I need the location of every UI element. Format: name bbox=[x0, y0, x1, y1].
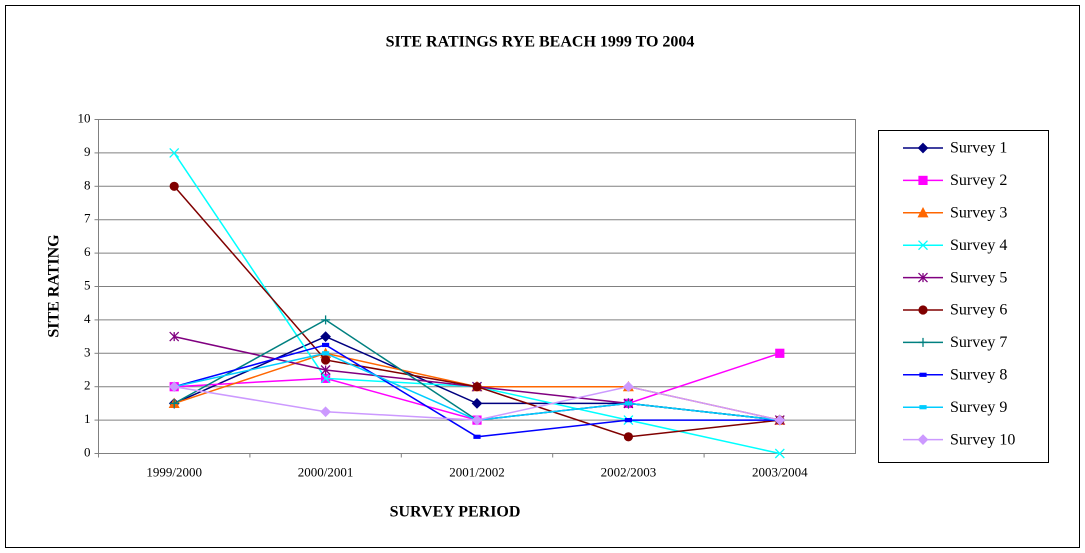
legend-label: Survey 3 bbox=[950, 204, 1007, 221]
legend-label: Survey 4 bbox=[950, 237, 1007, 254]
marker bbox=[774, 448, 785, 459]
x-tick-label: 1999/2000 bbox=[146, 464, 202, 479]
marker bbox=[774, 414, 786, 426]
marker bbox=[169, 398, 179, 408]
marker bbox=[623, 381, 634, 393]
marker bbox=[168, 381, 180, 393]
marker-part bbox=[919, 405, 927, 410]
marker-part bbox=[322, 351, 330, 356]
y-tick-label: 0 bbox=[84, 444, 91, 459]
marker-part bbox=[918, 240, 928, 251]
marker bbox=[169, 147, 180, 158]
marker bbox=[917, 142, 929, 154]
marker-part bbox=[320, 406, 331, 418]
legend-label: Survey 8 bbox=[950, 366, 1007, 383]
marker bbox=[919, 372, 927, 377]
marker bbox=[917, 207, 929, 218]
marker-part bbox=[471, 414, 483, 426]
marker-part bbox=[919, 372, 927, 377]
marker-part bbox=[774, 448, 785, 459]
marker-part bbox=[917, 434, 929, 445]
marker bbox=[918, 272, 928, 283]
marker bbox=[623, 432, 634, 442]
marker-part bbox=[322, 342, 330, 348]
marker-part bbox=[168, 381, 180, 393]
marker bbox=[169, 181, 179, 191]
marker bbox=[322, 351, 330, 356]
marker-part bbox=[472, 382, 482, 392]
marker bbox=[471, 414, 483, 426]
marker bbox=[918, 240, 928, 251]
marker bbox=[918, 305, 928, 315]
marker-part bbox=[624, 401, 633, 406]
y-tick-label: 7 bbox=[84, 211, 91, 226]
marker bbox=[624, 418, 633, 423]
y-tick-label: 8 bbox=[84, 177, 91, 192]
legend-label: Survey 2 bbox=[950, 172, 1007, 189]
marker-part bbox=[623, 381, 634, 393]
marker bbox=[775, 348, 785, 358]
marker-part bbox=[473, 434, 481, 439]
x-axis-label: SURVEY PERIOD bbox=[390, 504, 521, 521]
marker bbox=[320, 365, 331, 375]
legend-label: Survey 7 bbox=[950, 334, 1007, 351]
y-axis-label: SITE RATING bbox=[46, 234, 63, 338]
marker bbox=[321, 315, 331, 325]
marker-part bbox=[918, 175, 928, 185]
x-tick-label: 2000/2001 bbox=[298, 464, 354, 479]
y-tick-label: 9 bbox=[84, 144, 91, 159]
marker bbox=[320, 373, 331, 384]
marker-part bbox=[320, 331, 331, 342]
y-tick-label: 5 bbox=[84, 277, 91, 292]
marker-part bbox=[917, 207, 929, 218]
marker-part bbox=[320, 373, 331, 384]
marker bbox=[471, 398, 483, 409]
marker bbox=[918, 175, 928, 185]
marker-part bbox=[623, 432, 634, 442]
x-tick-label: 2001/2002 bbox=[449, 464, 505, 479]
legend-label: Survey 5 bbox=[950, 269, 1007, 286]
marker bbox=[320, 331, 331, 342]
y-tick-label: 3 bbox=[84, 344, 91, 359]
marker bbox=[472, 382, 482, 392]
y-tick-label: 6 bbox=[84, 244, 91, 259]
y-tick-label: 4 bbox=[84, 311, 91, 326]
marker bbox=[624, 401, 633, 406]
legend-label: Survey 9 bbox=[950, 399, 1007, 416]
marker bbox=[919, 405, 927, 410]
chart-title: SITE RATINGS RYE BEACH 1999 TO 2004 bbox=[386, 34, 695, 51]
marker bbox=[918, 337, 928, 347]
marker-part bbox=[471, 398, 483, 409]
y-tick-label: 1 bbox=[84, 411, 91, 426]
x-tick-label: 2003/2004 bbox=[752, 464, 808, 479]
marker-part bbox=[321, 355, 331, 365]
marker bbox=[322, 342, 330, 348]
marker-part bbox=[918, 305, 928, 315]
legend-label: Survey 10 bbox=[950, 431, 1015, 448]
marker bbox=[917, 434, 929, 445]
marker-part bbox=[169, 181, 179, 191]
marker-part bbox=[917, 142, 929, 154]
marker bbox=[473, 434, 481, 439]
legend-label: Survey 6 bbox=[950, 302, 1007, 319]
marker bbox=[320, 406, 331, 418]
y-tick-label: 10 bbox=[78, 110, 91, 125]
marker bbox=[169, 331, 180, 342]
marker-part bbox=[775, 348, 785, 358]
marker-part bbox=[774, 414, 786, 426]
marker-part bbox=[169, 147, 180, 158]
legend-label: Survey 1 bbox=[950, 140, 1007, 157]
marker bbox=[321, 355, 331, 365]
marker-part bbox=[624, 418, 633, 423]
x-tick-label: 2002/2003 bbox=[601, 464, 657, 479]
y-tick-label: 2 bbox=[84, 378, 91, 393]
